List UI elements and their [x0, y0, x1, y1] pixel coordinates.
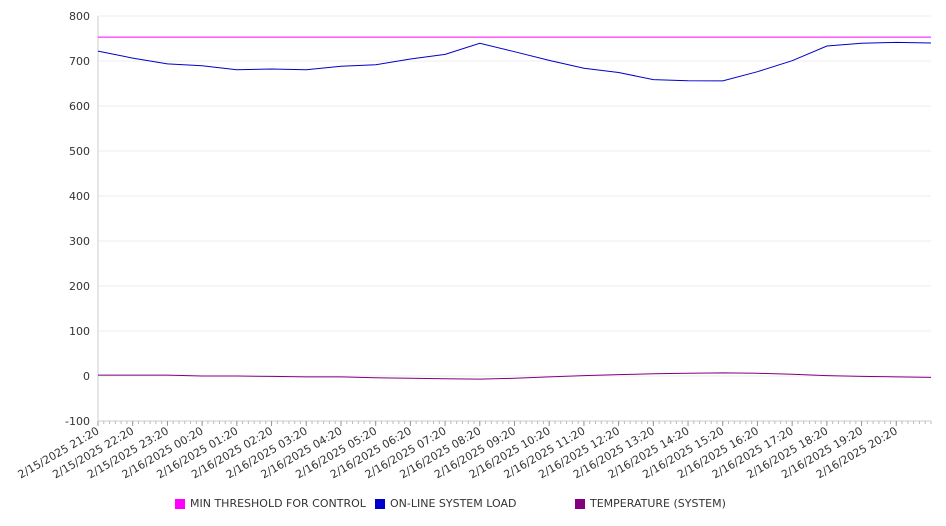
legend-swatch-purple	[575, 498, 585, 509]
y-tick-label: 400	[69, 190, 90, 203]
y-tick-label: 300	[69, 235, 90, 248]
legend-swatch-blue	[375, 498, 385, 509]
y-tick-label: 500	[69, 145, 90, 158]
grid-lines	[98, 15, 931, 377]
y-tick-label: 800	[69, 10, 90, 23]
y-tick-label: 200	[69, 280, 90, 293]
y-axis-ticks: 800 700 600 500 400 300 200 100 0 -100	[65, 10, 90, 428]
y-tick-label: 100	[69, 325, 90, 338]
legend-swatch-magenta	[175, 498, 185, 509]
legend-item-temperature[interactable]: TEMPERATURE (SYSTEM)	[575, 497, 726, 510]
y-tick-label: 700	[69, 55, 90, 68]
series-line-1	[97, 41, 932, 82]
series-lines	[97, 36, 932, 380]
legend-label: ON-LINE SYSTEM LOAD	[390, 497, 517, 510]
legend-item-min-threshold[interactable]: MIN THRESHOLD FOR CONTROL	[175, 497, 366, 510]
series-line-2	[98, 372, 932, 380]
y-tick-label: -100	[65, 415, 90, 428]
legend-label: MIN THRESHOLD FOR CONTROL	[190, 497, 366, 510]
legend-item-system-load[interactable]: ON-LINE SYSTEM LOAD	[375, 497, 516, 510]
y-tick-label: 600	[69, 100, 90, 113]
legend-label: TEMPERATURE (SYSTEM)	[590, 497, 726, 510]
x-axis-ticks: 2/15/2025 21:202/15/2025 22:202/15/2025 …	[16, 421, 932, 481]
y-tick-label: 0	[83, 370, 90, 383]
legend: MIN THRESHOLD FOR CONTROL ON-LINE SYSTEM…	[0, 497, 946, 515]
